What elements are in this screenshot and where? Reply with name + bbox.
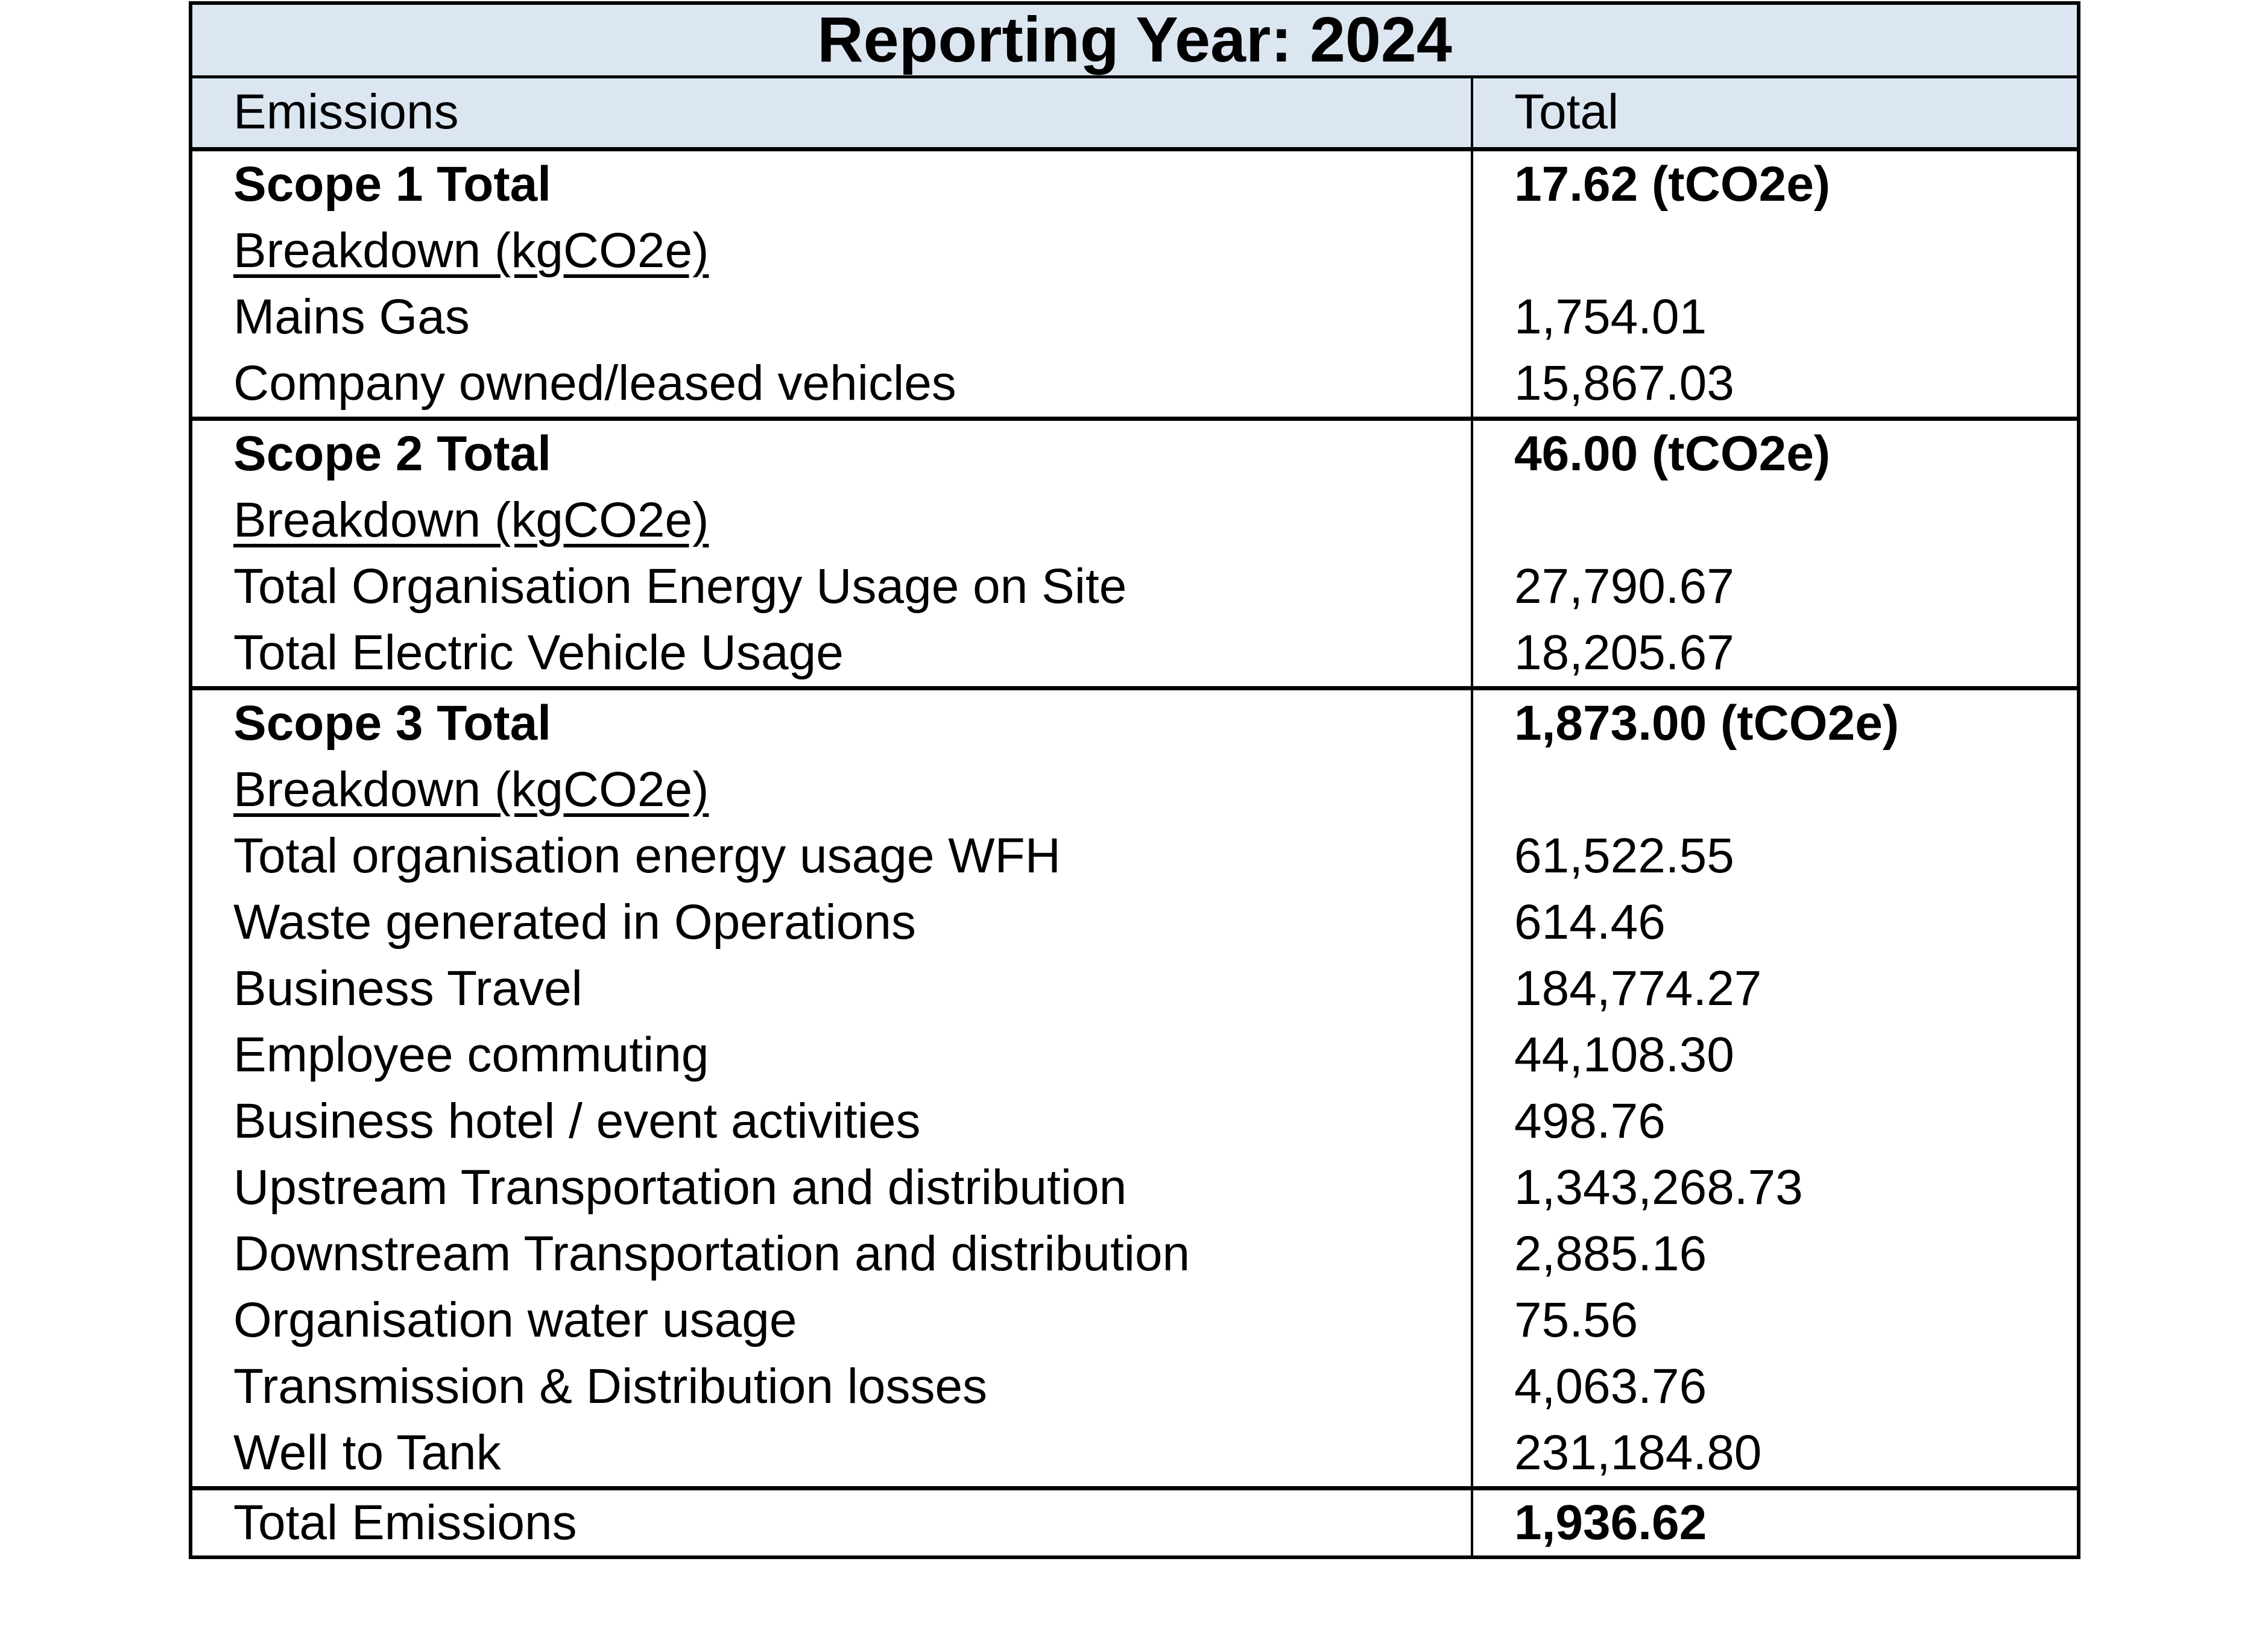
row-value: 46.00 (tCO2e) (1514, 426, 1831, 481)
total-column-header: Total (1514, 84, 1619, 139)
row-label: Total organisation energy usage WFH (233, 828, 1061, 883)
row-value: 15,867.03 (1514, 356, 1734, 411)
row-label: Well to Tank (233, 1425, 501, 1480)
row-label: Scope 3 Total (233, 696, 552, 751)
row-label: Scope 2 Total (233, 426, 552, 481)
row-value: 44,108.30 (1514, 1027, 1734, 1082)
section-scope-3: Scope 3 Total Breakdown (kgCO2e) Total org… (192, 690, 2077, 1490)
emissions-column-header: Emissions (192, 78, 1473, 147)
row-label: Business Travel (233, 961, 583, 1016)
table-body: Scope 1 Total Breakdown (kgCO2e) Mains Gas… (192, 151, 2077, 1555)
row-label: Total Organisation Energy Usage on Site (233, 559, 1127, 614)
row-value: 75.56 (1514, 1293, 1638, 1347)
section-scope-2: Scope 2 Total Breakdown (kgCO2e) Total Org… (192, 421, 2077, 690)
row-label: Total Electric Vehicle Usage (233, 625, 844, 680)
row-value (1514, 218, 2077, 284)
emissions-cell-scope-3: Scope 3 Total Breakdown (kgCO2e) Total org… (192, 690, 1473, 1486)
emissions-cell-scope-2: Scope 2 Total Breakdown (kgCO2e) Total Org… (192, 421, 1473, 686)
row-value: 61,522.55 (1514, 828, 1734, 883)
row-value: 2,885.16 (1514, 1226, 1707, 1281)
row-value: 1,873.00 (tCO2e) (1514, 696, 1900, 751)
row-label: Upstream Transportation and distribution (233, 1160, 1127, 1215)
row-value: 1,754.01 (1514, 289, 1707, 344)
row-label: Business hotel / event activities (233, 1094, 921, 1149)
row-value: 231,184.80 (1514, 1425, 1762, 1480)
emissions-cell-total: Total Emissions (192, 1490, 1473, 1555)
row-label: Organisation water usage (233, 1293, 797, 1347)
total-cell-total: 1,936.62 (1473, 1490, 2077, 1555)
total-cell-scope-3: 1,873.00 (tCO2e) 61,522.55 614.46 184,774.2… (1473, 690, 2077, 1486)
reporting-year-title: Reporting Year: 2024 (192, 5, 2077, 78)
row-value: 17.62 (tCO2e) (1514, 157, 1831, 212)
row-label: Company owned/leased vehicles (233, 356, 956, 411)
row-label: Waste generated in Operations (233, 895, 916, 950)
row-value (1514, 487, 2077, 553)
row-value: 498.76 (1514, 1094, 1666, 1149)
total-cell-scope-2: 46.00 (tCO2e) 27,790.67 18,205.67 (1473, 421, 2077, 686)
row-label: Total Emissions (233, 1495, 577, 1550)
row-value: 18,205.67 (1514, 625, 1734, 680)
row-label: Downstream Transportation and distributi… (233, 1226, 1190, 1281)
total-cell-scope-1: 17.62 (tCO2e) 1,754.01 15,867.03 (1473, 151, 2077, 417)
row-label: Mains Gas (233, 289, 470, 344)
row-value: 614.46 (1514, 895, 1666, 950)
emissions-report-table: Reporting Year: 2024 Emissions Total Sco… (189, 1, 2080, 1559)
row-value (1514, 757, 2077, 823)
row-value: 184,774.27 (1514, 961, 1762, 1016)
row-label: Breakdown (kgCO2e) (233, 493, 709, 547)
row-label: Employee commuting (233, 1027, 709, 1082)
emissions-cell-scope-1: Scope 1 Total Breakdown (kgCO2e) Mains Gas… (192, 151, 1473, 417)
column-header-row: Emissions Total (192, 78, 2077, 151)
section-total: Total Emissions 1,936.62 (192, 1490, 2077, 1555)
row-value: 27,790.67 (1514, 559, 1734, 614)
row-label: Breakdown (kgCO2e) (233, 223, 709, 278)
row-label: Transmission & Distribution losses (233, 1359, 988, 1414)
row-label: Scope 1 Total (233, 157, 552, 212)
section-scope-1: Scope 1 Total Breakdown (kgCO2e) Mains Gas… (192, 151, 2077, 421)
row-value: 1,936.62 (1514, 1495, 1707, 1550)
row-label: Breakdown (kgCO2e) (233, 762, 709, 817)
row-value: 1,343,268.73 (1514, 1160, 1803, 1215)
row-value: 4,063.76 (1514, 1359, 1707, 1414)
